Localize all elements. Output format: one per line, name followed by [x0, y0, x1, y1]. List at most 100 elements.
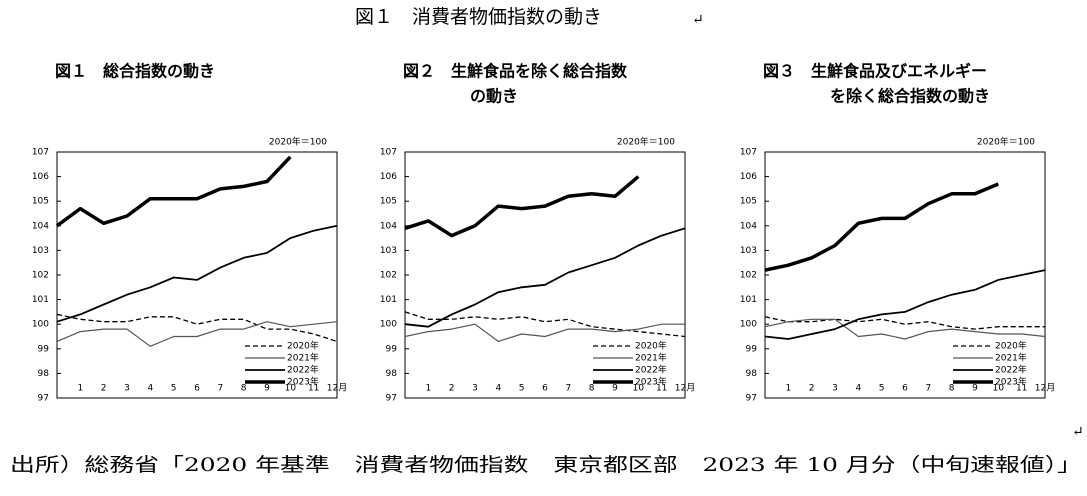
y-tick-label: 104: [380, 221, 397, 231]
x-tick-label: 1: [77, 384, 83, 394]
chart: 図１ 総合指数の動き2020年＝100979899100101102103104…: [32, 62, 347, 404]
y-tick-label: 98: [746, 369, 758, 379]
chart-title: 図２ 生鮮食品を除く総合指数: [403, 62, 628, 81]
legend-label: 2022年: [635, 364, 667, 376]
y-tick-label: 102: [740, 271, 757, 281]
x-tick-label: 2: [809, 384, 815, 394]
series-line: [404, 323, 685, 342]
chart-title: 図１ 総合指数の動き: [55, 62, 215, 81]
x-tick-label: 10: [633, 384, 645, 394]
chart-title: 図３ 生鮮食品及びエネルギー: [763, 62, 987, 81]
page-title: 図１ 消費者物価指数の動き: [355, 6, 602, 28]
x-tick-label: 3: [472, 384, 478, 394]
y-tick-label: 104: [740, 221, 757, 231]
x-tick-label: 10: [285, 384, 297, 394]
series-line: [56, 321, 338, 347]
y-tick-label: 106: [380, 172, 397, 182]
y-tick-label: 104: [32, 221, 49, 231]
y-tick-label: 99: [38, 344, 50, 354]
series-line: [404, 175, 640, 238]
y-tick-label: 102: [32, 271, 49, 281]
legend-label: 2020年: [995, 340, 1027, 352]
legend-label: 2020年: [635, 340, 667, 352]
x-tick-label: 8: [241, 384, 247, 394]
x-tick-label: 5: [171, 384, 177, 394]
x-tick-label: 6: [542, 384, 548, 394]
x-tick-label: 3: [124, 384, 130, 394]
paragraph-mark: ↵: [692, 12, 704, 28]
x-tick-label: 7: [217, 384, 223, 394]
chart-title: の動き: [470, 87, 518, 106]
source: 出所）総務省「2020 年基準 消費者物価指数 東京都区部 2023 年 10 …: [10, 454, 1082, 476]
x-tick-label: 4: [855, 384, 861, 394]
legend-label: 2022年: [287, 364, 319, 376]
y-tick-label: 103: [32, 246, 49, 256]
unit-note: 2020年＝100: [977, 136, 1035, 148]
x-tick-label: 4: [495, 384, 501, 394]
x-tick-label: 9: [264, 384, 270, 394]
y-tick-label: 98: [38, 369, 50, 379]
y-tick-label: 100: [740, 320, 757, 330]
legend-label: 2023年: [287, 376, 319, 388]
y-tick-label: 101: [32, 295, 49, 305]
x-tick-label: 1: [785, 384, 791, 394]
y-tick-label: 107: [380, 148, 397, 158]
legend-label: 2021年: [287, 352, 319, 364]
chart: 図２ 生鮮食品を除く総合指数の動き2020年＝10097989910010110…: [380, 62, 695, 404]
paragraph-mark: ↵: [1072, 424, 1084, 440]
y-tick-label: 105: [32, 197, 49, 207]
y-tick-label: 107: [32, 148, 49, 158]
series-line: [56, 224, 338, 323]
x-tick-label: 6: [902, 384, 908, 394]
legend-label: 2023年: [635, 376, 667, 388]
x-tick-label: 7: [565, 384, 571, 394]
x-tick-label: 8: [949, 384, 955, 394]
x-tick-label: 7: [925, 384, 931, 394]
y-tick-label: 105: [380, 197, 397, 207]
y-tick-label: 100: [380, 320, 397, 330]
x-tick-label: 4: [147, 384, 153, 394]
y-tick-label: 107: [740, 148, 757, 158]
chart: 図３ 生鮮食品及びエネルギーを除く総合指数の動き2020年＝1009798991…: [740, 62, 1055, 404]
x-tick-label: 12月: [1035, 383, 1055, 394]
x-tick-label: 8: [589, 384, 595, 394]
x-tick-label: 9: [972, 384, 978, 394]
x-tick-label: 5: [879, 384, 885, 394]
y-tick-label: 97: [38, 394, 49, 404]
x-tick-label: 6: [194, 384, 200, 394]
series-line: [404, 227, 686, 328]
y-tick-label: 99: [386, 344, 398, 354]
y-tick-label: 106: [32, 172, 49, 182]
x-tick-label: 2: [101, 384, 107, 394]
series-line: [764, 318, 1046, 340]
y-tick-label: 97: [386, 394, 397, 404]
unit-note: 2020年＝100: [617, 136, 675, 148]
x-tick-label: 11: [1016, 384, 1027, 394]
series-line: [55, 155, 292, 228]
y-tick-label: 100: [32, 320, 49, 330]
legend-label: 2021年: [635, 352, 667, 364]
x-tick-label: 11: [308, 384, 319, 394]
x-tick-label: 5: [519, 384, 525, 394]
y-tick-label: 103: [740, 246, 757, 256]
series-line: [764, 316, 1045, 330]
unit-note: 2020年＝100: [269, 136, 327, 148]
x-tick-label: 10: [993, 384, 1005, 394]
x-tick-label: 2: [449, 384, 455, 394]
x-tick-label: 3: [832, 384, 838, 394]
legend-label: 2021年: [995, 352, 1027, 364]
legend-label: 2022年: [995, 364, 1027, 376]
y-tick-label: 102: [380, 271, 397, 281]
legend-label: 2023年: [995, 376, 1027, 388]
y-tick-label: 97: [746, 394, 757, 404]
series-line: [764, 182, 999, 272]
x-tick-label: 12月: [675, 383, 695, 394]
y-tick-label: 103: [380, 246, 397, 256]
series-line: [404, 311, 686, 338]
chart-title: を除く総合指数の動き: [830, 87, 990, 106]
y-tick-label: 101: [380, 295, 397, 305]
y-tick-label: 106: [740, 172, 757, 182]
x-tick-label: 1: [425, 384, 431, 394]
